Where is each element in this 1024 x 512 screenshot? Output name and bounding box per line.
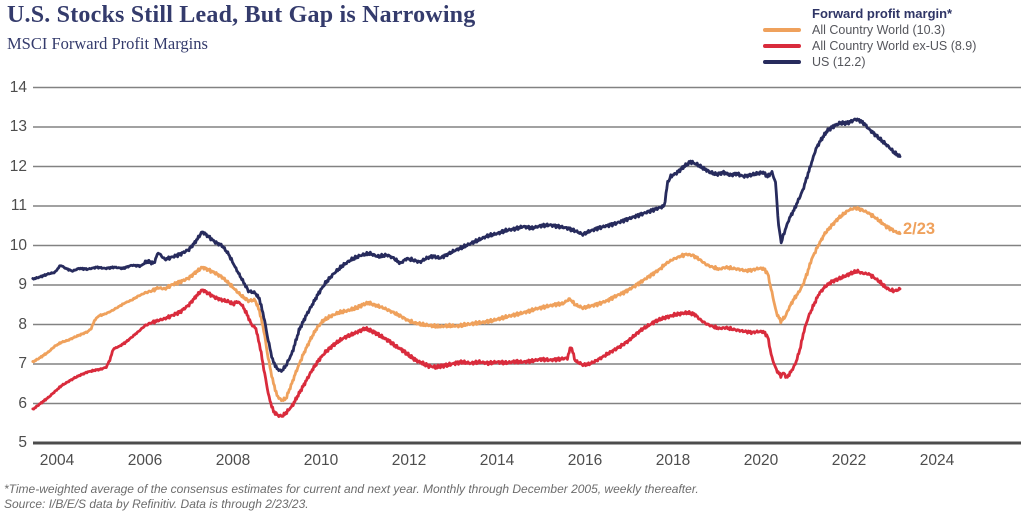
y-tick-label: 10 [9,236,27,254]
legend-item: All Country World ex-US (8.9) [763,38,976,54]
legend-item: All Country World (10.3) [763,22,976,38]
x-tick-label: 2004 [39,452,75,469]
x-tick-label: 2020 [743,452,779,469]
y-tick-label: 7 [18,355,27,372]
x-tick-label: 2024 [919,452,955,469]
legend-items: All Country World (10.3) All Country Worl… [763,22,976,70]
series-line-us [31,117,902,373]
legend-label: All Country World (10.3) [812,23,946,37]
footnote-line1: *Time-weighted average of the consensus … [4,482,699,496]
x-tick-label: 2014 [479,452,515,469]
x-tick-label: 2012 [391,452,427,469]
y-tick-label: 8 [18,315,27,333]
legend-swatch-icon [763,28,801,32]
chart-title: U.S. Stocks Still Lead, But Gap is Narro… [7,2,476,28]
footnote-line2: Source: I/B/E/S data by Refinitiv. Data … [4,497,309,511]
chart-subtitle: MSCI Forward Profit Margins [7,34,208,53]
legend-title: Forward profit margin* [812,6,953,21]
y-tick-label: 6 [18,394,27,412]
x-tick-label: 2006 [127,452,163,469]
legend-label: US (12.2) [812,55,866,69]
series-line-all-country-world-ex-us [31,268,902,418]
y-tick-label: 11 [10,197,27,214]
legend-item: US (12.2) [763,54,976,70]
y-tick-label: 14 [9,78,27,96]
y-tick-label: 9 [18,276,27,293]
x-tick-label: 2022 [831,452,867,469]
y-tick-label: 12 [9,157,27,175]
series-line-all-country-world [31,205,902,402]
y-tick-label: 13 [9,118,27,135]
legend-label: All Country World ex-US (8.9) [812,39,977,53]
legend: Forward profit margin* All Country World… [763,5,976,70]
legend-swatch-icon [763,44,801,48]
x-tick-label: 2018 [655,452,691,469]
y-tick-label: 5 [18,434,27,451]
legend-swatch-icon [763,60,801,64]
x-tick-label: 2008 [215,452,251,469]
x-tick-label: 2016 [567,452,603,469]
last-date-annotation: 2/23 [903,220,936,238]
x-tick-label: 2010 [303,452,339,469]
